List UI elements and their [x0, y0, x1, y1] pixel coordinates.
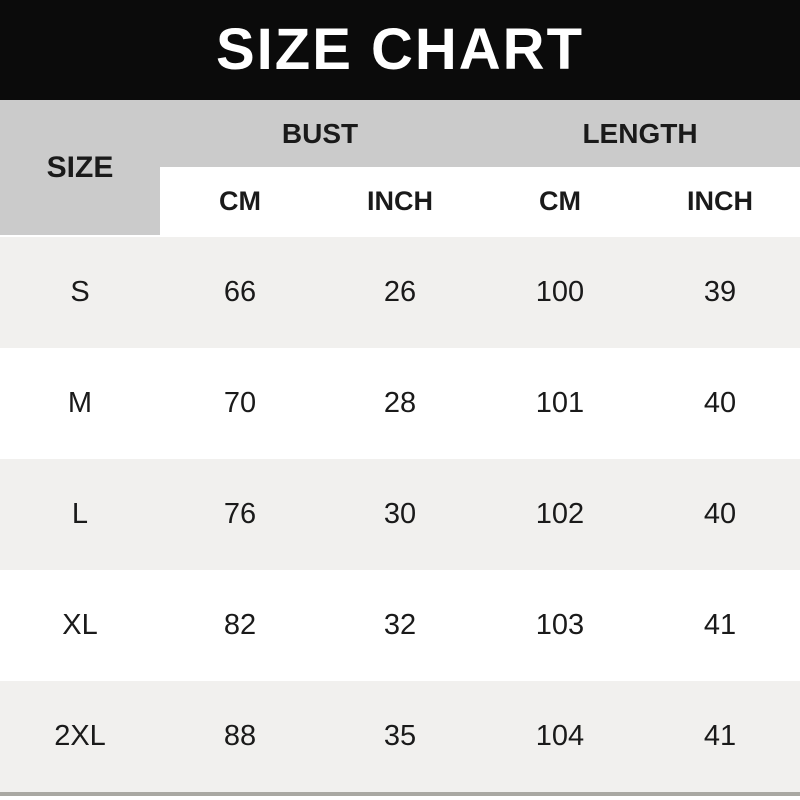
- column-header-length-cm: CM: [480, 167, 640, 235]
- table-header: SIZE BUST LENGTH CM INCH CM INCH: [0, 100, 800, 235]
- length-inch-value: 39: [703, 276, 737, 308]
- bust-cm-value: 70: [223, 387, 257, 419]
- size-label: M: [67, 387, 93, 419]
- table-row-xl: XL 82 32 103 41: [0, 570, 800, 681]
- bust-inch-value: 28: [383, 387, 417, 419]
- page-title: SIZE CHART: [216, 17, 584, 82]
- length-inch-value: 40: [703, 387, 737, 419]
- size-chart-banner: SIZE CHART: [0, 0, 800, 100]
- length-cm-value: 101: [535, 387, 585, 419]
- size-label: 2XL: [54, 720, 106, 752]
- bottom-divider: [0, 792, 800, 796]
- group-header-bust: BUST: [160, 100, 480, 167]
- size-label: XL: [62, 609, 98, 641]
- length-inch-value: 41: [703, 609, 737, 641]
- table-row-2xl: 2XL 88 35 104 41: [0, 681, 800, 792]
- table-row-m: M 70 28 101 40: [0, 348, 800, 459]
- column-header-bust-inch: INCH: [320, 167, 480, 235]
- length-inch-value: 41: [703, 720, 737, 752]
- table-row-s: S 66 26 100 39: [0, 237, 800, 348]
- bust-cm-value: 88: [223, 720, 257, 752]
- column-header-length-inch: INCH: [640, 167, 800, 235]
- bust-inch-value: 35: [383, 720, 417, 752]
- column-header-size: SIZE: [0, 100, 160, 235]
- header-divider: [0, 235, 800, 237]
- table-row-l: L 76 30 102 40: [0, 459, 800, 570]
- bust-cm-value: 76: [223, 498, 257, 530]
- length-cm-value: 104: [535, 720, 585, 752]
- length-cm-value: 100: [535, 276, 585, 308]
- bust-cm-value: 66: [223, 276, 257, 308]
- group-header-length: LENGTH: [480, 100, 800, 167]
- length-cm-value: 103: [535, 609, 585, 641]
- bust-inch-value: 30: [383, 498, 417, 530]
- bust-cm-value: 82: [223, 609, 257, 641]
- bust-inch-value: 26: [383, 276, 417, 308]
- size-label: L: [71, 498, 89, 530]
- bust-inch-value: 32: [383, 609, 417, 641]
- size-label: S: [70, 276, 90, 308]
- length-cm-value: 102: [535, 498, 585, 530]
- column-header-bust-cm: CM: [160, 167, 320, 235]
- length-inch-value: 40: [703, 498, 737, 530]
